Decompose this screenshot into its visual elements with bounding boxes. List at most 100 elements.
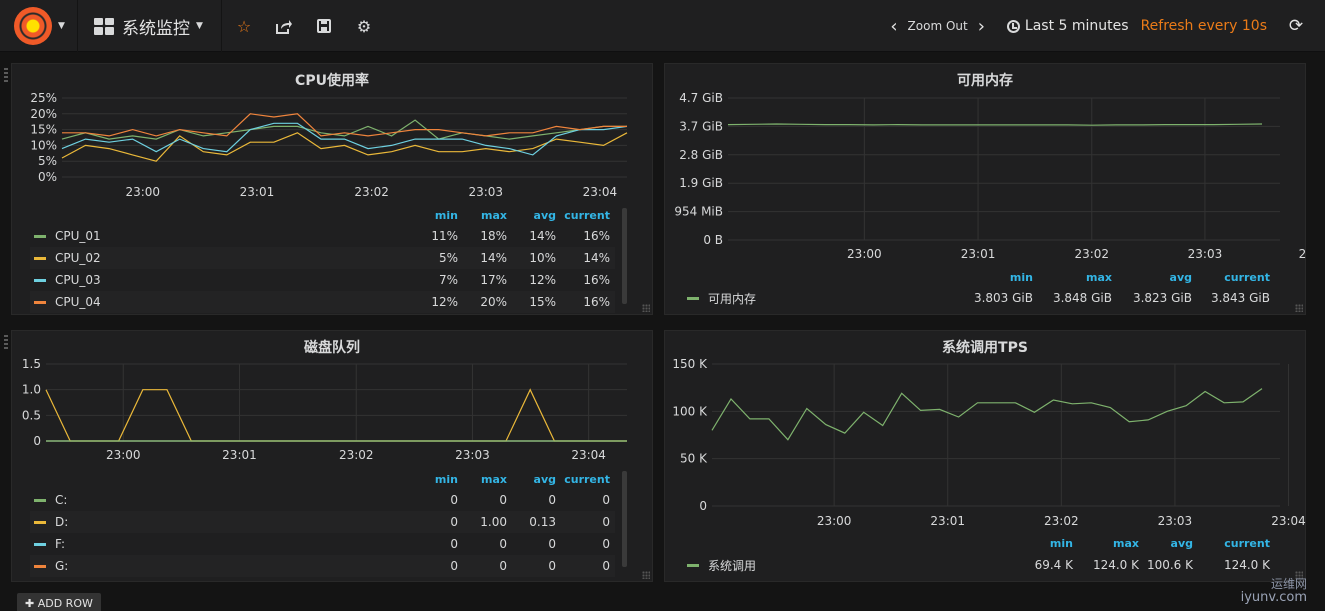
time-range-picker[interactable]: Last 5 minutes Refresh every 10s <box>1006 18 1267 34</box>
legend-header-avg[interactable]: avg <box>533 473 556 486</box>
series-color-swatch[interactable] <box>34 520 46 524</box>
row-drag-handle[interactable] <box>4 335 8 349</box>
legend-row[interactable]: G: 0 0 0 0 <box>30 555 615 577</box>
series-name[interactable]: G: <box>55 559 69 573</box>
series-color-swatch[interactable] <box>687 563 699 567</box>
dashboard-picker[interactable]: 系统监控 ▼ <box>80 0 222 52</box>
row-drag-handle[interactable] <box>4 68 8 82</box>
legend-value-max: 0 <box>499 537 507 551</box>
top-navbar: ▼ 系统监控 ▼ ☆ ⚙ ‹ Zoom Out › Last 5 minutes… <box>0 0 1325 52</box>
save-icon[interactable] <box>304 0 344 52</box>
legend-value-min: 12% <box>431 295 458 309</box>
legend-row[interactable]: CPU_04 12% 20% 15% 16% <box>30 291 615 313</box>
zoom-out-button[interactable]: Zoom Out <box>907 19 968 33</box>
panel-syscall-tps[interactable]: 系统调用TPS 150 K 100 K 50 K 0 23:00 23:01 23:02 23… <box>664 330 1306 582</box>
legend-row[interactable]: F: 0 0 0 0 <box>30 533 615 555</box>
series-color-swatch[interactable] <box>34 498 46 502</box>
add-row-button[interactable]: ✚ ADD ROW <box>17 593 101 611</box>
series-name[interactable]: 系统调用 <box>708 558 757 573</box>
series-name[interactable]: 可用内存 <box>708 291 757 306</box>
series-color-swatch[interactable] <box>34 300 46 304</box>
legend-value-avg: 0 <box>548 493 556 507</box>
legend-header-max[interactable]: max <box>1086 271 1112 284</box>
legend-row[interactable]: D: 0 1.00 0.13 0 <box>30 511 615 533</box>
series-color-swatch[interactable] <box>34 256 46 260</box>
legend-row[interactable]: CPU_01 11% 18% 14% 16% <box>30 225 615 247</box>
series-name[interactable]: F: <box>55 537 66 551</box>
plus-icon: ✚ <box>25 597 35 610</box>
series-color-swatch[interactable] <box>34 542 46 546</box>
panel-cpu-usage[interactable]: CPU使用率 25% 20% 15% 10% 5% 0% 23:00 23:01 23:02 23… <box>11 63 653 315</box>
share-icon[interactable] <box>264 0 304 52</box>
grafana-menu-button[interactable]: ▼ <box>0 0 78 52</box>
y-tick-label: 10% <box>30 138 57 152</box>
legend-header-current[interactable]: current <box>1224 271 1270 284</box>
legend-row[interactable]: 可用内存 3.803 GiB 3.848 GiB 3.823 GiB 3.843 GiB <box>683 287 1288 309</box>
legend-value-max: 20% <box>480 295 507 309</box>
legend-header-max[interactable]: max <box>1113 537 1139 550</box>
legend-row[interactable]: C: 0 0 0 0 <box>30 489 615 511</box>
memory-graph: 4.7 GiB 3.7 GiB 2.8 GiB 1.9 GiB 954 MiB 0 B 23… <box>674 91 1307 261</box>
legend-header-min[interactable]: min <box>1049 537 1073 550</box>
y-tick-label: 100 K <box>672 404 708 418</box>
x-tick-label: 23:04 <box>1299 247 1307 261</box>
legend-value-max: 3.848 GiB <box>1052 291 1112 305</box>
legend-value-avg: 100.6 K <box>1146 558 1193 572</box>
legend-header-min[interactable]: min <box>1009 271 1033 284</box>
x-tick-label: 23:02 <box>339 448 374 462</box>
panel-available-memory[interactable]: 可用内存 4.7 GiB 3.7 GiB 2.8 GiB 1.9 GiB 954 MiB… <box>664 63 1307 315</box>
legend-header-min[interactable]: min <box>434 473 458 486</box>
legend-row[interactable]: CPU_03 7% 17% 12% 16% <box>30 269 615 291</box>
legend-header-avg[interactable]: avg <box>533 209 556 222</box>
y-tick-label: 0 <box>699 499 707 513</box>
series-color-swatch[interactable] <box>687 296 699 300</box>
time-range-label: Last 5 minutes <box>1024 18 1129 34</box>
legend-header-max[interactable]: max <box>481 473 507 486</box>
series-name[interactable]: CPU_04 <box>55 295 101 309</box>
series-name[interactable]: CPU_03 <box>55 273 101 287</box>
x-tick-label: 23:03 <box>1188 247 1223 261</box>
legend-row[interactable]: 系统调用 69.4 K 124.0 K 100.6 K 124.0 K <box>683 554 1288 576</box>
panel-resize-handle[interactable] <box>642 571 650 579</box>
legend-value-avg: 10% <box>529 251 556 265</box>
y-tick-label: 20% <box>30 107 57 121</box>
refresh-icon[interactable]: ⟳ <box>1288 16 1304 36</box>
series-name[interactable]: D: <box>55 515 69 529</box>
dashboard-grid-icon <box>94 17 114 35</box>
legend-value-current: 16% <box>583 295 610 309</box>
legend-header-current[interactable]: current <box>1224 537 1270 550</box>
series-color-swatch[interactable] <box>34 234 46 238</box>
chevron-left-icon[interactable]: ‹ <box>890 15 898 37</box>
series-color-swatch[interactable] <box>34 564 46 568</box>
legend-scrollbar[interactable] <box>622 208 627 304</box>
legend-header-max[interactable]: max <box>481 209 507 222</box>
legend-value-avg: 0 <box>548 559 556 573</box>
series-line <box>727 123 1263 126</box>
panel-resize-handle[interactable] <box>1295 571 1303 579</box>
x-tick-label: 23:03 <box>455 448 490 462</box>
clock-icon <box>1006 19 1020 33</box>
series-line <box>61 122 628 156</box>
legend-header-avg[interactable]: avg <box>1170 537 1193 550</box>
panel-resize-handle[interactable] <box>642 304 650 312</box>
panel-resize-handle[interactable] <box>1295 304 1303 312</box>
series-name[interactable]: C: <box>55 493 68 507</box>
chevron-right-icon[interactable]: › <box>977 15 985 37</box>
legend-row[interactable]: CPU_02 5% 14% 10% 14% <box>30 247 615 269</box>
legend-value-min: 0 <box>450 493 458 507</box>
star-icon[interactable]: ☆ <box>236 16 252 36</box>
panel-disk-queue[interactable]: 磁盘队列 1.5 1.0 0.5 0 23:00 23:01 23:02 23:03 23:04… <box>11 330 653 582</box>
series-name[interactable]: CPU_02 <box>55 251 101 265</box>
legend-value-max: 124.0 K <box>1092 558 1139 572</box>
x-tick-label: 23:01 <box>240 185 275 199</box>
legend-scrollbar[interactable] <box>622 471 627 567</box>
series-name[interactable]: CPU_01 <box>55 229 101 243</box>
settings-icon[interactable]: ⚙ <box>356 16 372 36</box>
y-tick-label: 150 K <box>672 357 708 371</box>
legend-header-min[interactable]: min <box>434 209 458 222</box>
series-color-swatch[interactable] <box>34 278 46 282</box>
legend-header-avg[interactable]: avg <box>1169 271 1192 284</box>
y-tick-label: 954 MiB <box>674 205 723 219</box>
legend-header-current[interactable]: current <box>564 473 610 486</box>
legend-header-current[interactable]: current <box>564 209 610 222</box>
